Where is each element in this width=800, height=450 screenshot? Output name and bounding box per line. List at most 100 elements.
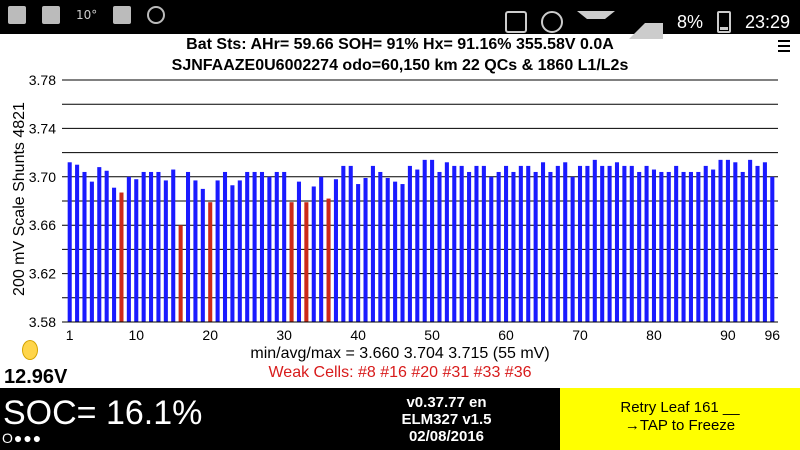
cell-bar <box>585 165 590 322</box>
aux-battery-voltage: 12.96V <box>4 366 68 388</box>
cell-bar <box>370 165 375 322</box>
cell-bar <box>644 165 649 322</box>
x-tick-label: 60 <box>498 327 514 343</box>
min-avg-max-summary: min/avg/max = 3.660 3.704 3.715 (55 mV) <box>250 345 550 362</box>
soc-readout: SOC= 16.1% <box>3 394 203 432</box>
x-tick-label: 1 <box>66 327 74 343</box>
menu-icon[interactable] <box>778 40 790 52</box>
alarm-icon <box>540 11 563 33</box>
cell-bar <box>319 176 324 322</box>
cell-bar <box>422 159 427 322</box>
cell-bar <box>474 165 479 322</box>
cell-bar <box>245 171 250 322</box>
cell-bar <box>688 171 693 322</box>
cell-bar <box>178 225 183 322</box>
cell-bar <box>296 181 302 322</box>
cell-bar <box>385 178 390 322</box>
cell-bar <box>289 202 294 322</box>
cell-bar <box>230 185 235 322</box>
x-tick-label: 96 <box>765 327 781 343</box>
cell-bar <box>592 159 597 322</box>
status-bar: 10° 8% 23:29 <box>0 0 800 39</box>
cell-bar <box>725 159 730 322</box>
weak-cells-list: Weak Cells: #8 #16 #20 #31 #33 #36 <box>268 364 532 381</box>
cell-bar <box>540 162 546 322</box>
cell-bar <box>163 180 168 322</box>
cell-bar <box>489 176 494 322</box>
cell-bar <box>511 171 516 322</box>
adapter-version: ELM327 v1.5 <box>401 411 492 428</box>
cell-bar <box>696 171 701 322</box>
cell-bar <box>200 188 205 322</box>
status-right: 8% 23:29 <box>504 5 790 39</box>
cell-bar <box>748 159 753 322</box>
cell-bar <box>637 171 642 322</box>
cell-bar <box>89 181 94 322</box>
x-tick-label: 40 <box>350 327 366 343</box>
cell-bar <box>533 171 538 322</box>
x-tick-label: 20 <box>202 327 218 343</box>
cell-bar <box>104 170 109 322</box>
cell-bar <box>222 171 228 322</box>
cell-bar <box>770 176 775 322</box>
cell-bar <box>141 171 146 322</box>
cell-bar <box>311 186 316 322</box>
x-tick-label: 80 <box>646 327 662 343</box>
x-tick-label: 70 <box>572 327 588 343</box>
cell-bar <box>570 176 575 322</box>
cell-bar <box>733 162 738 322</box>
cell-bar <box>481 165 486 322</box>
cell-bar <box>356 184 361 322</box>
cell-bar <box>156 171 161 322</box>
cell-bar <box>267 176 272 322</box>
battery-percent: 8% <box>676 11 703 32</box>
freeze-button[interactable]: Retry Leaf 161 __ →TAP to Freeze <box>560 388 800 450</box>
retry-status: Retry Leaf 161 __ <box>620 399 740 416</box>
cell-bar <box>718 159 723 322</box>
cell-bar <box>259 171 265 322</box>
lightbulb-icon <box>22 340 38 360</box>
cell-bar <box>496 171 501 322</box>
cell-bar <box>341 165 346 322</box>
y-tick-label: 3.66 <box>29 217 56 233</box>
cell-bar <box>112 187 117 322</box>
cell-bar <box>651 169 657 322</box>
cell-bar <box>703 165 708 322</box>
wifi-icon <box>576 11 615 37</box>
cell-bar <box>237 180 242 322</box>
cell-bar <box>444 162 449 322</box>
cell-bar <box>666 171 671 322</box>
cell-bar <box>67 162 72 322</box>
cell-bar <box>333 179 338 322</box>
cell-bar <box>415 169 420 322</box>
cell-bar <box>467 171 472 322</box>
cell-bar <box>400 184 405 322</box>
cell-bar <box>171 169 176 322</box>
cell-bar <box>674 165 679 322</box>
cell-bar <box>681 171 686 322</box>
cell-bar <box>659 171 664 322</box>
cell-bar <box>629 165 634 322</box>
cell-bar <box>393 181 398 322</box>
cell-bar <box>304 202 309 322</box>
cell-bar <box>548 171 553 322</box>
cell-bar <box>185 171 191 322</box>
cell-bar <box>526 165 531 322</box>
cell-bar <box>504 165 509 322</box>
signal-icon <box>628 5 663 39</box>
tap-to-freeze-label: →TAP to Freeze <box>624 417 736 434</box>
cell-bar <box>459 165 464 322</box>
cell-bar <box>82 171 87 322</box>
status-left-icons: 10° <box>8 6 166 24</box>
y-tick-label: 3.78 <box>29 72 56 88</box>
weather-temp-icon: 10° <box>76 8 98 22</box>
cell-bar <box>208 202 213 322</box>
cell-bar <box>252 171 257 322</box>
clock: 23:29 <box>744 11 790 32</box>
y-tick-label: 3.62 <box>29 266 56 282</box>
cell-bar <box>215 180 220 322</box>
cell-bar <box>577 165 583 322</box>
cell-bar <box>518 165 523 322</box>
cell-bar <box>97 167 102 322</box>
